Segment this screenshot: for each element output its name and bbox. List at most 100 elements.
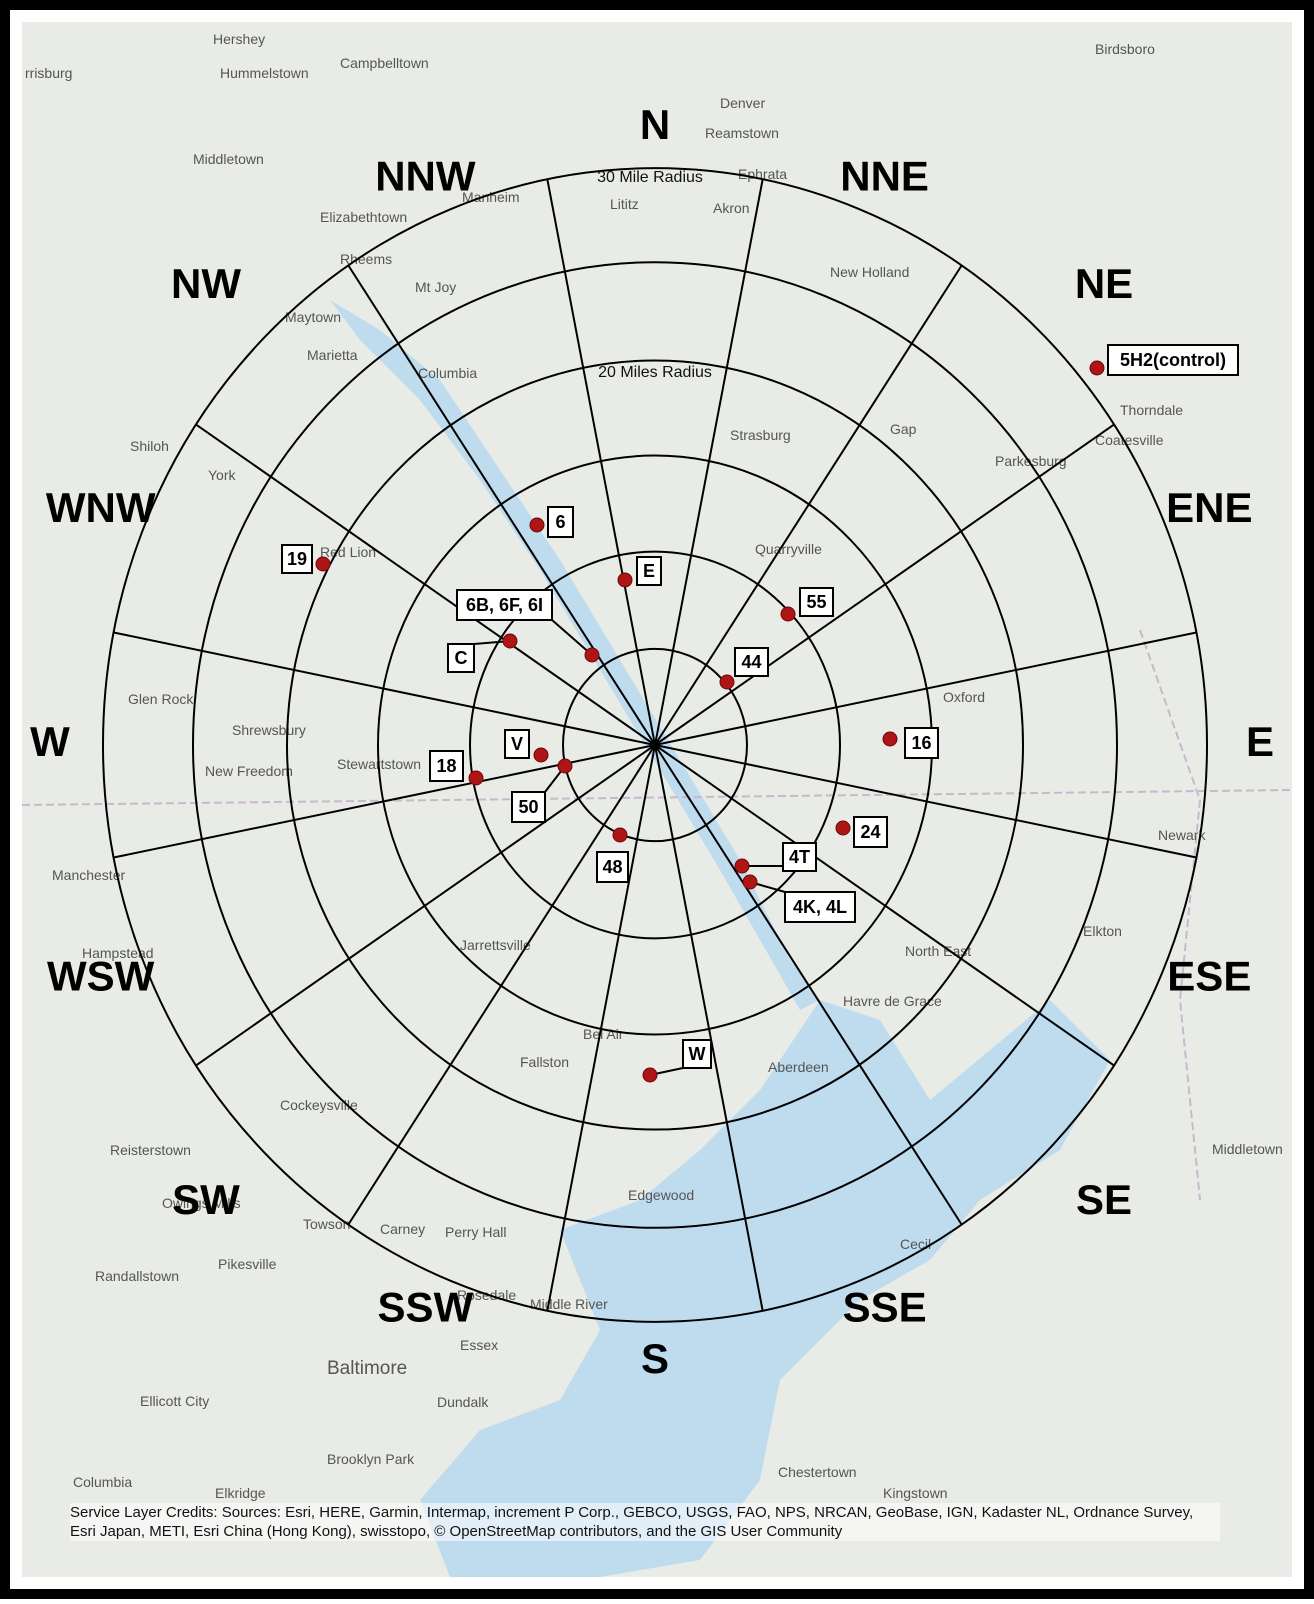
station-marker bbox=[835, 820, 851, 836]
station-marker bbox=[719, 674, 735, 690]
station-box bbox=[281, 544, 313, 574]
radius-ring bbox=[562, 647, 748, 843]
state-line bbox=[21, 789, 1293, 806]
place-label: Quarryville bbox=[755, 541, 822, 557]
sector-label: WSW bbox=[47, 952, 155, 999]
station-marker bbox=[557, 758, 573, 774]
sector-label: E bbox=[1246, 718, 1274, 765]
sector-label: ENE bbox=[1166, 484, 1252, 531]
place-label: Reisterstown bbox=[110, 1142, 191, 1158]
station-label: 18 bbox=[436, 756, 456, 776]
place-label: Gap bbox=[890, 421, 917, 437]
place-label: Pikesville bbox=[218, 1256, 277, 1272]
place-label: Edgewood bbox=[628, 1187, 694, 1203]
place-label: Red Lion bbox=[320, 544, 376, 560]
place-label: New Freedom bbox=[205, 763, 293, 779]
sector-line bbox=[654, 264, 963, 746]
station-box bbox=[456, 589, 553, 621]
sector-label: W bbox=[30, 718, 70, 765]
place-label: Birdsboro bbox=[1095, 41, 1155, 57]
place-label: rrisburg bbox=[25, 65, 72, 81]
place-label: Thorndale bbox=[1120, 402, 1183, 418]
radius-label: 20 Miles Radius bbox=[598, 364, 712, 381]
place-label: Akron bbox=[713, 200, 750, 216]
station-box bbox=[504, 729, 530, 759]
sector-label: NW bbox=[171, 260, 241, 307]
sector-label: SW bbox=[172, 1176, 240, 1223]
sector-label: WNW bbox=[46, 484, 156, 531]
place-label: Coatesville bbox=[1095, 432, 1164, 448]
station-box bbox=[682, 1039, 712, 1069]
place-label: Manheim bbox=[462, 189, 520, 205]
place-label: Middletown bbox=[1212, 1141, 1283, 1157]
place-label: Ellicott City bbox=[140, 1393, 209, 1409]
sector-line bbox=[654, 744, 1197, 859]
radius-ring bbox=[192, 261, 1118, 1229]
place-label: Hampstead bbox=[82, 945, 154, 961]
place-label: Columbia bbox=[73, 1474, 132, 1490]
station-label: 16 bbox=[911, 733, 931, 753]
station-marker bbox=[617, 572, 633, 588]
station-marker bbox=[612, 827, 628, 843]
place-label: York bbox=[208, 467, 237, 483]
station-label: 48 bbox=[602, 857, 622, 877]
place-label: Aberdeen bbox=[768, 1059, 829, 1075]
station-box bbox=[511, 791, 546, 823]
station-label: C bbox=[455, 648, 468, 668]
sector-line bbox=[347, 744, 656, 1226]
place-label: Owings Mills bbox=[162, 1195, 241, 1211]
sector-label: SE bbox=[1076, 1176, 1132, 1223]
place-label: Maytown bbox=[285, 309, 341, 325]
labels: 30 Mile Radius 20 Miles Radius N NNE NE ENE… bbox=[30, 101, 1274, 1382]
credits: Service Layer Credits: Sources: Esri, HE… bbox=[70, 1503, 1220, 1541]
radius-ring bbox=[102, 167, 1208, 1323]
place-label: Middletown bbox=[193, 151, 264, 167]
station-marker bbox=[882, 731, 898, 747]
station-marker bbox=[584, 647, 600, 663]
station-box bbox=[904, 727, 939, 759]
station-label: 44 bbox=[741, 652, 761, 672]
station-marker bbox=[780, 606, 796, 622]
station-label: 4T bbox=[789, 847, 810, 867]
place-label: Hummelstown bbox=[220, 65, 309, 81]
place-label: Newark bbox=[1158, 827, 1206, 843]
place-label: Havre de Grace bbox=[843, 993, 942, 1009]
station-box bbox=[429, 750, 464, 782]
place-label: Perry Hall bbox=[445, 1224, 506, 1240]
station-box bbox=[734, 647, 769, 677]
sector-line bbox=[113, 631, 656, 746]
station-label: 6B, 6F, 6I bbox=[466, 595, 543, 615]
station-box bbox=[1107, 344, 1239, 376]
station-marker bbox=[742, 874, 758, 890]
sector-line bbox=[654, 744, 1115, 1067]
place-label: Cecil bbox=[900, 1236, 931, 1252]
place-label: Randallstown bbox=[95, 1268, 179, 1284]
sector-label: ESE bbox=[1167, 952, 1251, 999]
place-label: Elizabethtown bbox=[320, 209, 407, 225]
sector-line bbox=[654, 179, 764, 746]
station-box bbox=[853, 816, 888, 848]
sector-line bbox=[347, 264, 656, 746]
station-marker bbox=[468, 770, 484, 786]
station-box bbox=[782, 842, 817, 872]
sector-line bbox=[654, 744, 764, 1311]
place-label: Carney bbox=[380, 1221, 425, 1237]
chesapeake-bay bbox=[420, 1000, 1110, 1577]
place-label: Lititz bbox=[610, 196, 639, 212]
station-marker bbox=[529, 517, 545, 533]
sector-line bbox=[546, 179, 656, 746]
station-label: 4K, 4L bbox=[793, 897, 847, 917]
station-marker bbox=[642, 1067, 658, 1083]
place-label: Shrewsbury bbox=[232, 722, 306, 738]
place-label: Glen Rock bbox=[128, 691, 194, 707]
place-label: Oxford bbox=[943, 689, 985, 705]
station-label: 50 bbox=[518, 797, 538, 817]
sector-line bbox=[654, 631, 1197, 746]
place-label: Ephrata bbox=[738, 166, 787, 182]
sector-label: SSW bbox=[378, 1284, 474, 1331]
station-marker bbox=[1089, 360, 1105, 376]
sector-line bbox=[654, 744, 963, 1226]
leader-line bbox=[551, 619, 593, 656]
sector-label: NNW bbox=[375, 153, 476, 200]
